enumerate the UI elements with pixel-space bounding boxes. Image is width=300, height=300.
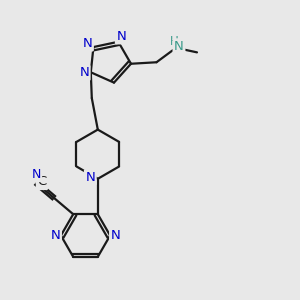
Text: N: N (31, 168, 40, 181)
Text: H: H (170, 35, 179, 48)
Text: N: N (85, 171, 95, 184)
Text: N: N (111, 229, 120, 242)
Text: N: N (116, 30, 126, 43)
Text: C: C (37, 176, 46, 188)
Text: N: N (51, 229, 60, 242)
Text: N: N (174, 40, 184, 53)
Text: N: N (82, 37, 92, 50)
Text: N: N (79, 66, 89, 80)
